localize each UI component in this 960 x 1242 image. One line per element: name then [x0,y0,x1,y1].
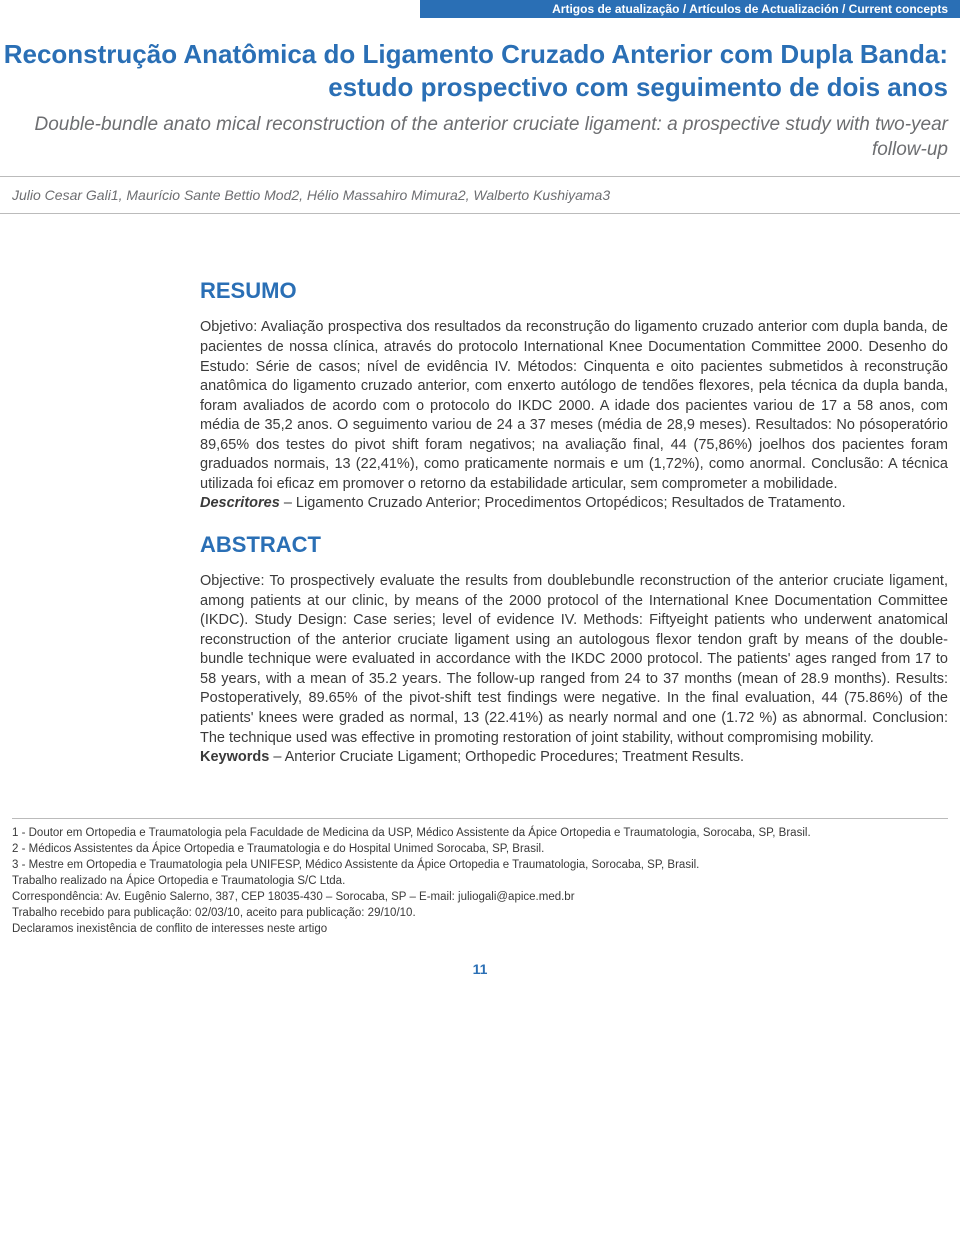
abstract-heading: ABSTRACT [200,532,948,558]
keywords-text: – Anterior Cruciate Ligament; Orthopedic… [269,749,744,765]
abstract-text: Objective: To prospectively evaluate the… [200,573,948,746]
footnote-3: 3 - Mestre em Ortopedia e Traumatologia … [12,857,948,873]
resumo-text: Objetivo: Avaliação prospectiva dos resu… [200,319,948,492]
footnote-2: 2 - Médicos Assistentes da Ápice Ortoped… [12,841,948,857]
footnote-1: 1 - Doutor em Ortopedia e Traumatologia … [12,825,948,841]
page-number: 11 [0,961,960,977]
descriptors-text: – Ligamento Cruzado Anterior; Procedimen… [280,495,846,511]
article-body: RESUMO Objetivo: Avaliação prospectiva d… [0,220,960,787]
footnote-correspondence: Correspondência: Av. Eugênio Salerno, 38… [12,889,948,905]
author-list: Julio Cesar Gali1, Maurício Sante Bettio… [0,183,960,207]
footnotes: 1 - Doutor em Ortopedia e Traumatologia … [12,818,948,938]
keywords-label: Keywords [200,749,269,765]
article-title-en: Double-bundle anato mical reconstruction… [0,113,948,162]
article-title-pt: Reconstrução Anatômica do Ligamento Cruz… [0,38,948,103]
tab-marker [420,0,448,18]
tab-marker [454,0,482,18]
footnote-institution: Trabalho realizado na Ápice Ortopedia e … [12,873,948,889]
footnote-coi: Declaramos inexistência de conflito de i… [12,921,948,937]
descriptors-label: Descritores [200,495,280,511]
abstract-body: Objective: To prospectively evaluate the… [200,572,948,768]
footnote-dates: Trabalho recebido para publicação: 02/03… [12,905,948,921]
title-block: Reconstrução Anatômica do Ligamento Cruz… [0,18,960,170]
divider [0,176,960,177]
divider [0,213,960,214]
resumo-heading: RESUMO [200,278,948,304]
resumo-body: Objetivo: Avaliação prospectiva dos resu… [200,318,948,514]
